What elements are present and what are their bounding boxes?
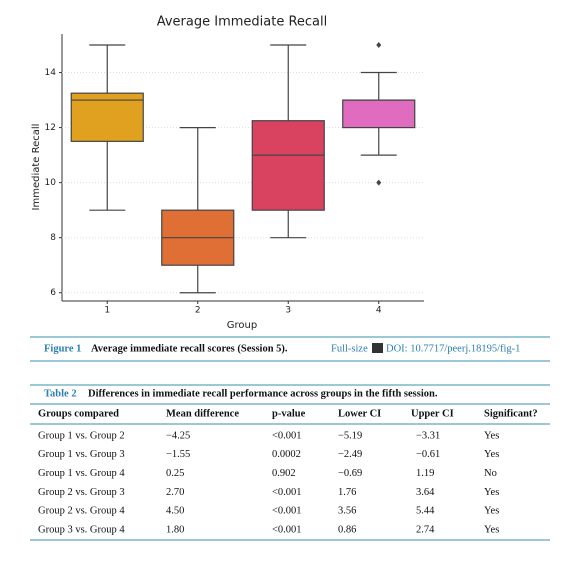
y-axis-label: Immediate Recall <box>31 124 42 211</box>
y-tick-label: 14 <box>45 68 57 78</box>
table-cell: <0.001 <box>272 487 302 498</box>
full-size-link[interactable]: Full-size <box>331 343 368 354</box>
table-cell: 1.76 <box>338 487 356 498</box>
doi-link[interactable]: DOI: 10.7717/peerj.18195/fig-1 <box>386 343 520 354</box>
image-icon <box>372 343 383 353</box>
x-tick-label: 4 <box>376 306 382 316</box>
table-cell: Yes <box>484 449 499 460</box>
table-header: Groups compared <box>38 408 119 419</box>
table-cell: −1.55 <box>166 449 190 460</box>
table-cell: 3.56 <box>338 506 356 517</box>
table-cell: 3.64 <box>416 487 435 498</box>
table-cell: 2.70 <box>166 487 184 498</box>
table-cell: 0.0002 <box>272 449 301 460</box>
table-cell: <0.001 <box>272 430 302 441</box>
table-cell: 0.902 <box>272 468 296 479</box>
x-tick-label: 3 <box>285 306 291 316</box>
table-cell: Yes <box>484 430 499 441</box>
table-cell: 0.25 <box>166 468 184 479</box>
table-cell: Group 1 vs. Group 2 <box>38 430 125 441</box>
table-header: Upper CI <box>411 408 454 419</box>
chart-title: Average Immediate Recall <box>157 15 328 30</box>
table-cell: 1.80 <box>166 524 184 535</box>
table-cell: 2.74 <box>416 524 435 535</box>
table-cell: 4.50 <box>166 506 184 517</box>
x-axis-label: Group <box>227 320 257 331</box>
table-cell: Group 1 vs. Group 4 <box>38 468 125 479</box>
table-cell: −5.19 <box>338 430 362 441</box>
table-cell: <0.001 <box>272 524 302 535</box>
y-tick-label: 8 <box>50 233 56 243</box>
box <box>70 92 144 142</box>
box <box>342 99 416 129</box>
table-cell: Group 1 vs. Group 3 <box>38 449 125 460</box>
figure-caption: Average immediate recall scores (Session… <box>91 343 288 354</box>
table-cell: −3.31 <box>416 430 440 441</box>
table-header: p-value <box>272 408 306 419</box>
table-header: Lower CI <box>338 408 381 419</box>
table-cell: Yes <box>484 506 499 517</box>
table-cell: 1.19 <box>416 468 434 479</box>
table-cell: Group 2 vs. Group 4 <box>38 506 125 517</box>
y-tick-label: 6 <box>50 288 56 298</box>
table-header: Significant? <box>484 408 538 419</box>
table-cell: 0.86 <box>338 524 356 535</box>
outlier <box>376 179 382 186</box>
table-cell: −0.69 <box>338 468 362 479</box>
outlier <box>376 42 382 49</box>
table-label: Table 2 <box>44 388 77 399</box>
table-cell: Yes <box>484 524 499 535</box>
figure-label: Figure 1 <box>44 343 81 354</box>
x-tick-label: 1 <box>104 306 110 316</box>
table-title: Differences in immediate recall performa… <box>88 388 438 399</box>
y-tick-label: 10 <box>45 178 57 188</box>
table-cell: Group 3 vs. Group 4 <box>38 524 125 535</box>
table-cell: −2.49 <box>338 449 362 460</box>
table-cell: <0.001 <box>272 506 302 517</box>
table-cell: −4.25 <box>166 430 190 441</box>
box <box>251 120 325 211</box>
table-cell: 5.44 <box>416 506 435 517</box>
table-cell: −0.61 <box>416 449 440 460</box>
table-cell: Yes <box>484 487 499 498</box>
table-header: Mean difference <box>166 408 239 419</box>
table-cell: Group 2 vs. Group 3 <box>38 487 125 498</box>
x-tick-label: 2 <box>195 306 201 316</box>
table-cell: No <box>484 468 497 479</box>
y-tick-label: 12 <box>45 123 56 133</box>
